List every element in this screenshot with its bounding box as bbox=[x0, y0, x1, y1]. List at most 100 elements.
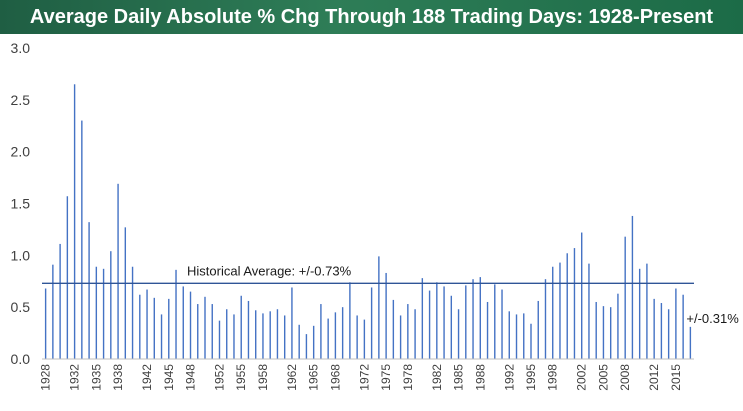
bar-1960 bbox=[276, 309, 279, 359]
bar-2003 bbox=[588, 263, 590, 359]
bar-1993 bbox=[515, 314, 518, 359]
bar-1999 bbox=[559, 262, 561, 359]
bar-1938 bbox=[117, 183, 119, 359]
bar-1979 bbox=[414, 309, 416, 359]
bar-1994 bbox=[523, 313, 525, 359]
x-tick-label: 1988 bbox=[473, 364, 487, 391]
bar-1928 bbox=[44, 288, 47, 359]
x-tick-label: 2012 bbox=[647, 364, 661, 391]
bar-1971 bbox=[356, 315, 358, 359]
y-tick-label: 0.5 bbox=[11, 299, 31, 315]
bar-1992 bbox=[508, 311, 510, 359]
bar-1964 bbox=[305, 334, 308, 359]
bar-2014 bbox=[667, 309, 670, 359]
bar-2008 bbox=[624, 236, 626, 359]
bar-chart: 0.00.51.01.52.02.53.0 1928 1932 1935 1938 19… bbox=[11, 40, 740, 391]
bars bbox=[44, 84, 692, 360]
bar-1966 bbox=[320, 304, 322, 359]
bar-2000 bbox=[566, 253, 568, 359]
bar-1962 bbox=[291, 287, 293, 359]
x-tick-label: 1952 bbox=[212, 364, 226, 391]
y-tick-label: 1.5 bbox=[11, 196, 31, 212]
bar-1947 bbox=[182, 286, 184, 359]
bar-2002 bbox=[581, 232, 583, 359]
y-tick-label: 2.5 bbox=[11, 92, 31, 108]
bar-1944 bbox=[160, 314, 163, 359]
bar-1976 bbox=[392, 299, 395, 359]
x-tick-label: 1935 bbox=[89, 364, 103, 391]
bar-2013 bbox=[660, 303, 663, 359]
y-tick-label: 3.0 bbox=[11, 40, 31, 56]
bar-1942 bbox=[146, 289, 148, 359]
x-tick-label: 1928 bbox=[39, 364, 53, 391]
bar-2001 bbox=[573, 248, 576, 359]
bar-1934 bbox=[88, 222, 90, 359]
bar-1987 bbox=[472, 279, 474, 359]
bar-1929 bbox=[52, 264, 54, 359]
y-tick-label: 0.0 bbox=[11, 351, 31, 367]
bar-1969 bbox=[341, 307, 344, 359]
bar-1963 bbox=[298, 324, 300, 359]
bar-2017 bbox=[689, 326, 692, 359]
bar-2015 bbox=[675, 288, 677, 359]
bar-1995 bbox=[530, 323, 532, 359]
x-tick-label: 1955 bbox=[234, 364, 248, 391]
bar-1930 bbox=[59, 243, 61, 359]
bar-1983 bbox=[443, 286, 445, 359]
y-axis-ticks: 0.0 0.5 1.0 1.5 2.0 2.5 3.0 bbox=[11, 40, 31, 367]
bar-1935 bbox=[95, 266, 98, 359]
y-tick-label: 2.0 bbox=[11, 144, 31, 160]
x-tick-label: 1968 bbox=[328, 364, 342, 391]
bar-1972 bbox=[363, 319, 366, 359]
bar-1984 bbox=[450, 295, 453, 359]
x-tick-label: 1942 bbox=[140, 364, 154, 391]
bar-1968 bbox=[334, 312, 337, 359]
x-tick-label: 1992 bbox=[502, 364, 516, 391]
x-tick-label: 1962 bbox=[285, 364, 299, 391]
latest-value-label: +/-0.31% bbox=[686, 311, 739, 326]
bar-1982 bbox=[436, 282, 438, 359]
bar-2009 bbox=[631, 215, 634, 359]
bar-2004 bbox=[595, 301, 597, 359]
x-tick-label: 1932 bbox=[68, 364, 82, 391]
bar-1990 bbox=[494, 284, 496, 359]
bar-1985 bbox=[457, 309, 460, 359]
bar-1981 bbox=[428, 290, 431, 359]
bar-1948 bbox=[189, 291, 192, 359]
bar-1937 bbox=[110, 251, 112, 359]
x-tick-label: 1978 bbox=[401, 364, 415, 391]
bar-1975 bbox=[385, 272, 387, 359]
bar-1933 bbox=[81, 120, 83, 359]
bar-1957 bbox=[255, 310, 257, 359]
bar-1943 bbox=[153, 297, 155, 359]
x-tick-label: 1982 bbox=[430, 364, 444, 391]
x-tick-label: 1945 bbox=[162, 364, 176, 391]
bar-1941 bbox=[139, 294, 141, 359]
chart-title: Average Daily Absolute % Chg Through 188… bbox=[0, 0, 743, 34]
bar-1989 bbox=[486, 301, 489, 359]
bar-2012 bbox=[653, 298, 655, 359]
bar-1946 bbox=[175, 269, 177, 359]
bar-1996 bbox=[537, 300, 539, 359]
bar-2016 bbox=[682, 294, 684, 359]
bar-1986 bbox=[465, 285, 467, 359]
bar-1997 bbox=[544, 279, 547, 359]
bar-1991 bbox=[501, 289, 503, 359]
bar-1940 bbox=[131, 266, 134, 359]
bar-1954 bbox=[233, 314, 235, 359]
bar-2006 bbox=[609, 307, 612, 359]
bar-2011 bbox=[646, 263, 648, 359]
bar-1939 bbox=[124, 227, 127, 359]
bar-1988 bbox=[479, 277, 481, 359]
bar-1936 bbox=[102, 268, 105, 359]
x-tick-label: 2002 bbox=[575, 364, 589, 391]
bar-1973 bbox=[370, 287, 373, 359]
bar-1961 bbox=[283, 315, 286, 359]
x-tick-label: 1975 bbox=[379, 364, 393, 391]
bar-1998 bbox=[552, 266, 554, 359]
bar-1959 bbox=[269, 311, 271, 359]
y-tick-label: 1.0 bbox=[11, 247, 31, 263]
bar-1952 bbox=[218, 320, 221, 359]
x-tick-label: 1958 bbox=[256, 364, 270, 391]
bar-1955 bbox=[240, 295, 242, 359]
